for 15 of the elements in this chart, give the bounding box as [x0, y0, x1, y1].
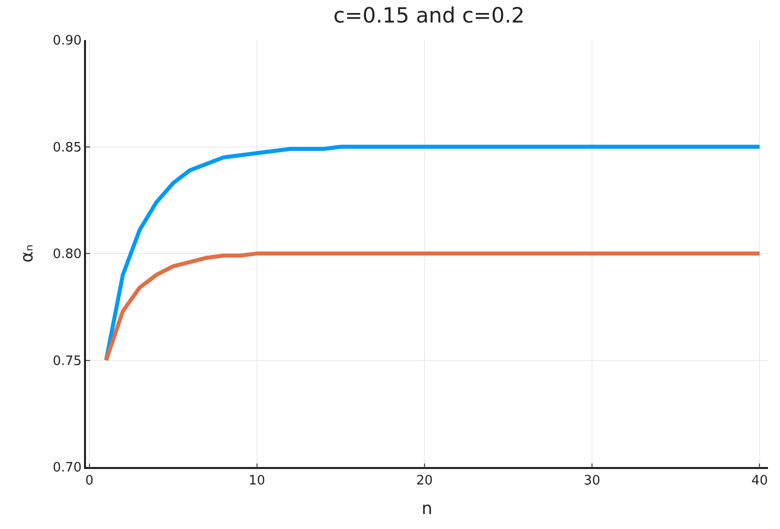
x-tick-label: 20	[416, 473, 433, 488]
chart-title: c=0.15 and c=0.2	[333, 4, 525, 28]
y-tick-label: 0.80	[52, 247, 82, 262]
y-axis-title: αₙ	[18, 244, 38, 262]
line-series	[104, 144, 762, 362]
x-tick-label: 10	[248, 473, 266, 488]
x-tick-label: 30	[584, 473, 600, 488]
y-tick-label: 0.75	[52, 354, 82, 369]
line-series	[104, 252, 762, 362]
y-tick-label: 0.90	[52, 34, 82, 49]
y-tick-label: 0.70	[52, 460, 82, 476]
x-tick-label: 40	[751, 473, 768, 488]
x-tick-label: 0	[85, 473, 94, 488]
y-tick-label: 0.85	[52, 140, 82, 156]
x-axis-title: n	[422, 499, 432, 520]
